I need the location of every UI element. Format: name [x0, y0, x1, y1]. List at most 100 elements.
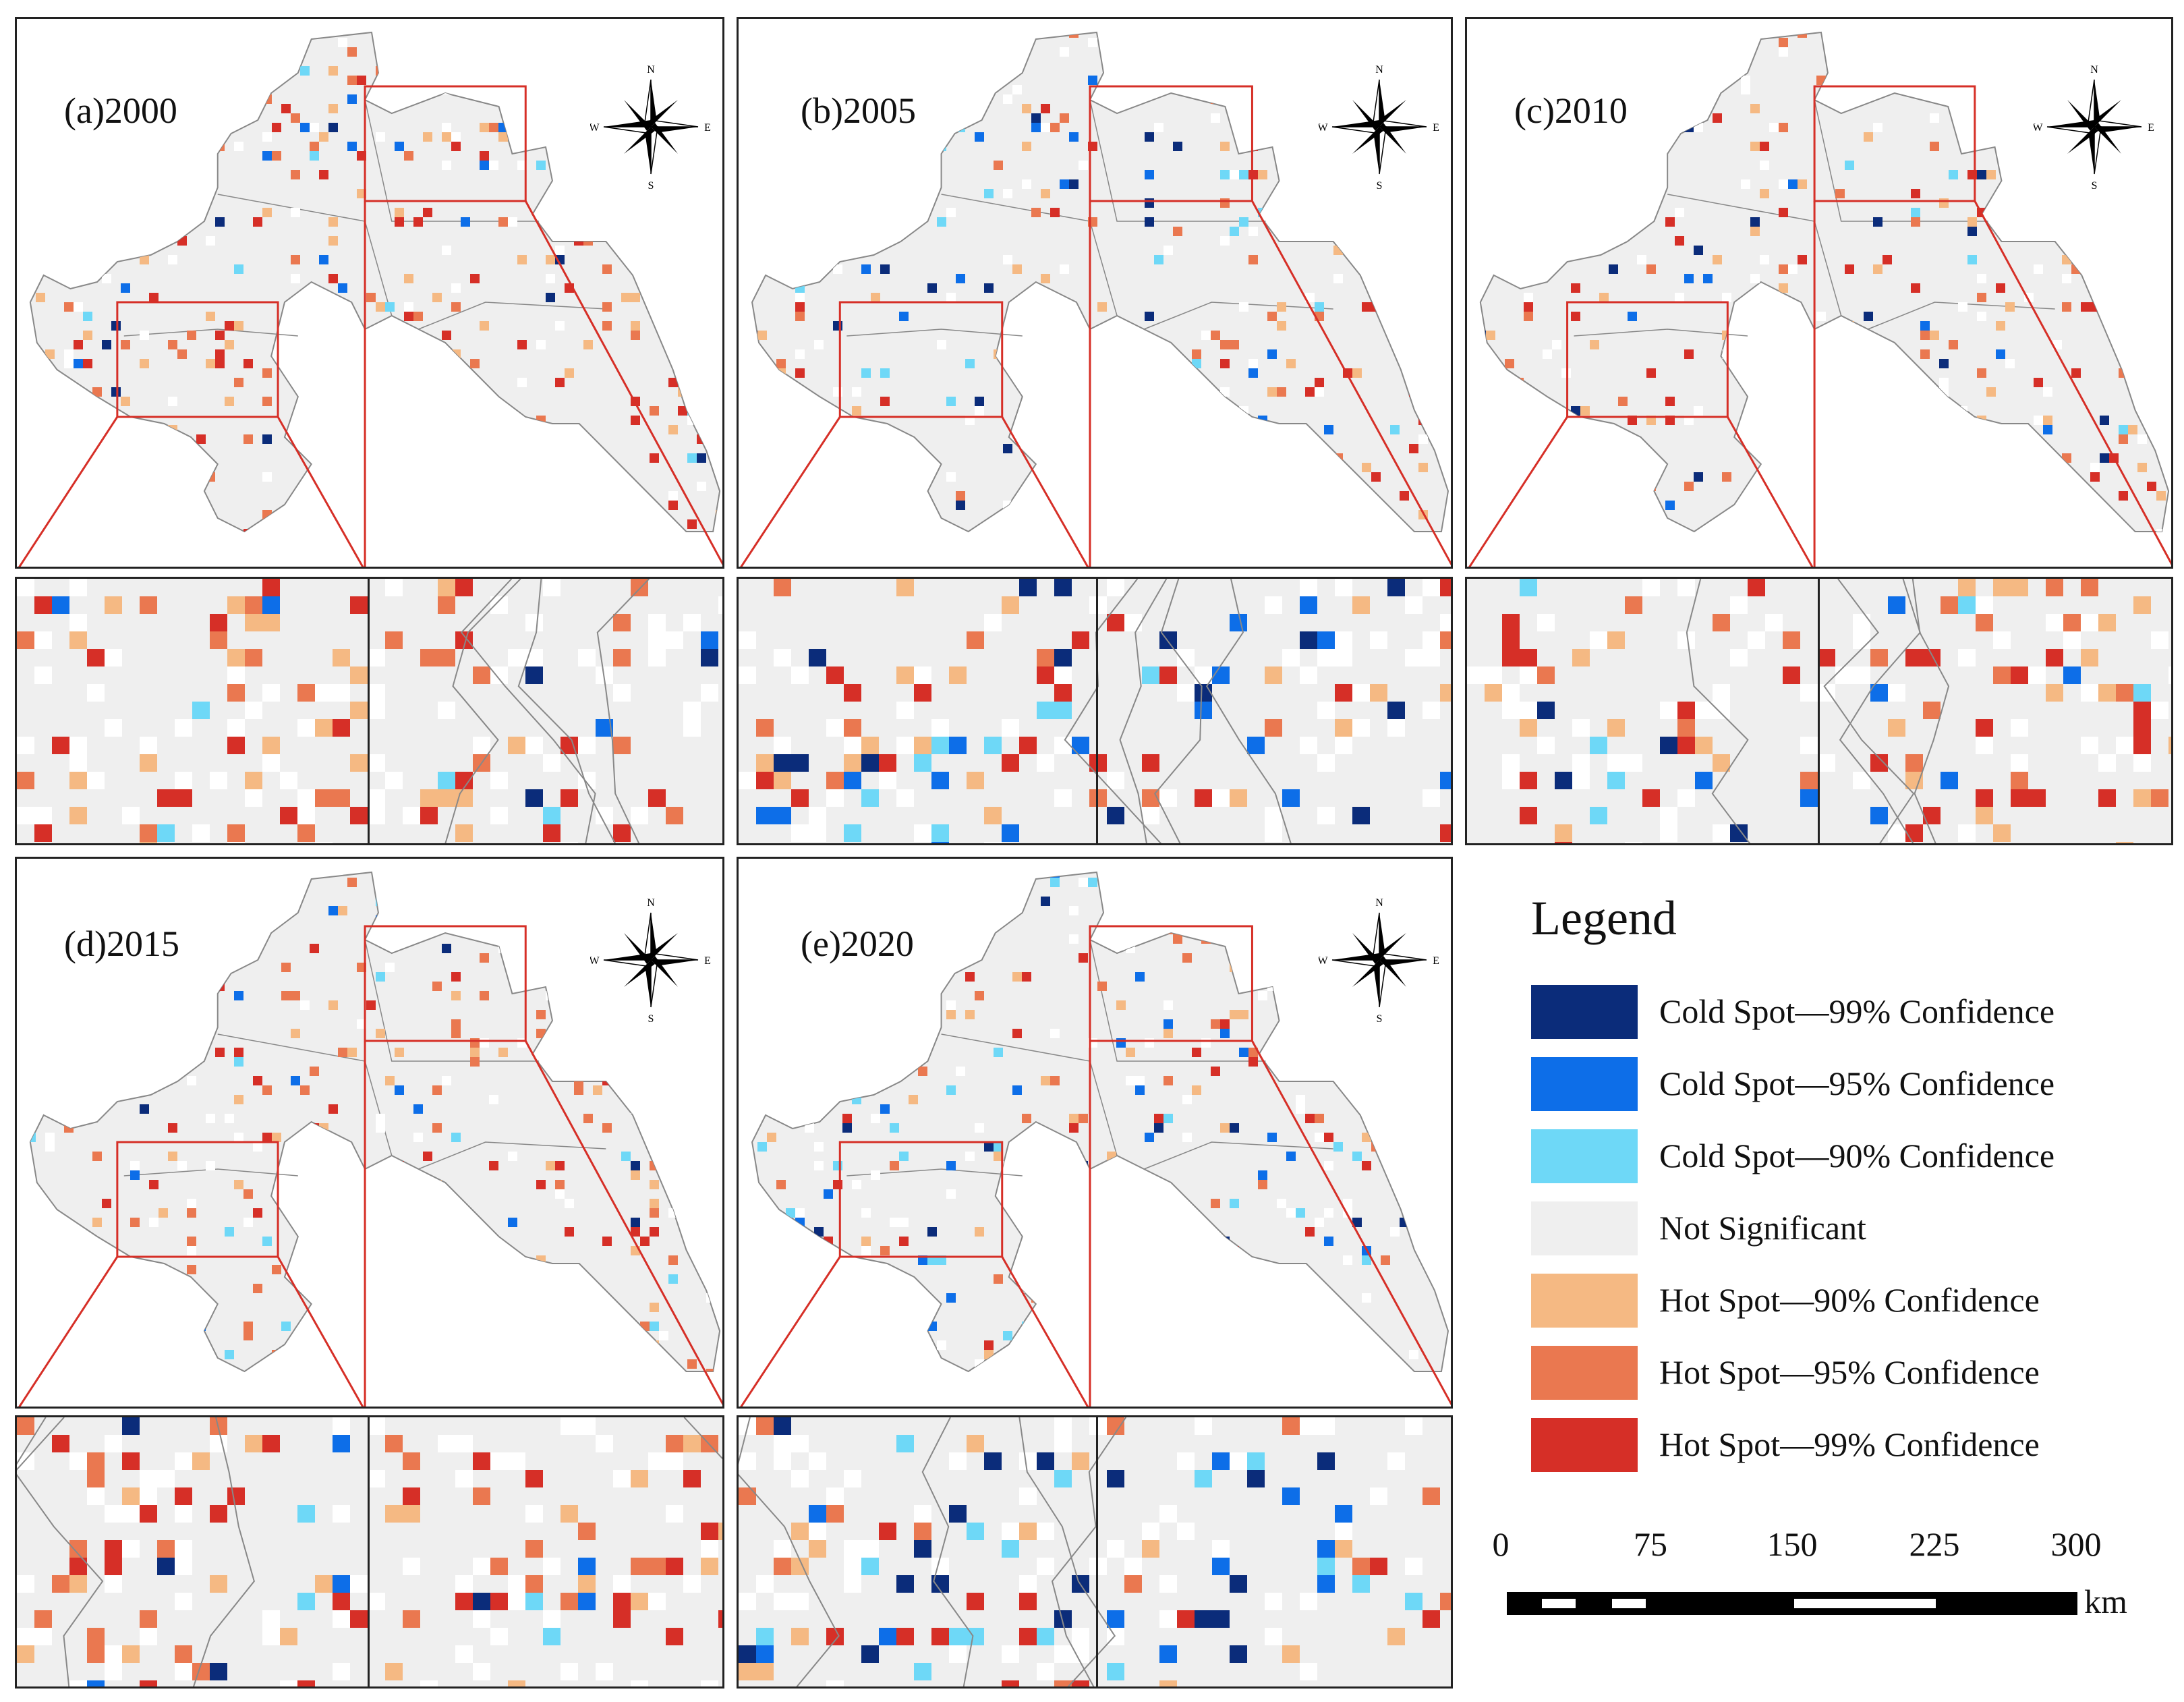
grid-cell	[1826, 32, 1835, 38]
grid-cell	[706, 1293, 716, 1303]
grid-cell	[140, 1505, 157, 1523]
grid-cell	[697, 1076, 706, 1085]
grid-cell	[842, 1123, 852, 1133]
grid-cell	[1019, 1523, 1037, 1540]
grid-cell	[1173, 1284, 1182, 1293]
grid-cell	[243, 1218, 253, 1227]
grid-cell	[347, 425, 357, 434]
grid-cell	[442, 1076, 451, 1085]
grid-cell	[473, 666, 490, 684]
grid-cell	[2034, 463, 2043, 472]
grid-cell	[701, 631, 718, 649]
grid-cell	[423, 76, 432, 85]
grid-cell	[1440, 772, 1451, 789]
grid-cell	[1371, 227, 1381, 236]
grid-cell	[1211, 510, 1220, 519]
grid-cell	[1352, 1218, 1362, 1227]
grid-cell	[1467, 666, 1485, 684]
grid-cell	[613, 1593, 631, 1610]
grid-cell	[1996, 19, 2005, 28]
grid-cell	[1333, 1067, 1343, 1076]
compass-w: W	[590, 122, 600, 134]
grid-cell	[833, 321, 842, 331]
grid-cell	[861, 557, 871, 567]
grid-cell	[280, 772, 297, 789]
grid-cell	[1580, 227, 1590, 236]
grid-cell	[555, 472, 565, 482]
grid-cell	[1079, 1246, 1088, 1255]
grid-cell	[650, 1180, 659, 1189]
grid-cell	[546, 482, 555, 491]
district-boundary	[17, 1417, 47, 1465]
grid-cell	[774, 772, 791, 789]
grid-cell	[1135, 1085, 1145, 1095]
grid-cell	[927, 982, 937, 991]
grid-cell	[385, 1505, 403, 1523]
grid-cell	[385, 19, 395, 28]
grid-cell	[1993, 666, 2011, 684]
grid-cell	[442, 132, 451, 142]
grid-cell	[45, 1274, 55, 1284]
grid-cell	[227, 596, 245, 614]
grid-cell	[159, 859, 168, 868]
grid-cell	[1079, 349, 1088, 359]
grid-cell	[899, 1152, 909, 1161]
grid-cell	[111, 208, 121, 217]
inset-divider	[1096, 579, 1098, 843]
grid-cell	[650, 1388, 659, 1397]
grid-cell	[1305, 872, 1315, 878]
grid-cell	[525, 1470, 543, 1487]
grid-cell	[315, 1575, 333, 1593]
grid-cell	[333, 719, 350, 737]
grid-cell	[187, 94, 196, 104]
grid-cell	[291, 208, 300, 217]
grid-cell	[121, 283, 130, 293]
map-2010	[1468, 19, 2171, 567]
grid-cell	[1239, 887, 1248, 897]
grid-cell	[1248, 368, 1258, 378]
legend-swatch	[1531, 1346, 1638, 1400]
grid-cell	[826, 772, 844, 789]
grid-cell	[404, 887, 413, 897]
grid-cell	[739, 1487, 756, 1505]
grid-cell	[842, 1265, 852, 1274]
compass-point	[651, 913, 658, 960]
grid-cell	[30, 501, 36, 510]
grid-cell	[357, 189, 366, 198]
inset-2000	[17, 579, 722, 843]
grid-cell	[319, 463, 328, 472]
grid-cell	[2151, 631, 2168, 649]
grid-cell	[896, 702, 914, 719]
grid-cell	[1920, 19, 1930, 28]
grid-cell	[1041, 1076, 1050, 1085]
map-2000	[18, 19, 722, 567]
grid-cell	[1012, 1085, 1022, 1095]
compass-point	[1379, 956, 1406, 987]
grid-cell	[404, 406, 413, 416]
grid-cell	[403, 1452, 420, 1470]
grid-cell	[234, 1378, 243, 1388]
grid-cell	[376, 915, 385, 925]
grid-cell	[1201, 331, 1211, 340]
grid-cell	[1258, 991, 1267, 1000]
grid-cell	[852, 434, 861, 444]
grid-cell	[328, 123, 338, 132]
grid-cell	[1145, 132, 1154, 142]
grid-cell	[1163, 878, 1173, 887]
grid-cell	[927, 1029, 937, 1038]
grid-cell	[596, 1435, 613, 1452]
grid-cell	[432, 538, 442, 548]
grid-cell	[1779, 47, 1788, 57]
grid-cell	[52, 737, 69, 754]
grid-cell	[1607, 772, 1625, 789]
grid-cell	[451, 1293, 461, 1303]
grid-cell	[1684, 349, 1694, 359]
grid-cell	[338, 1142, 347, 1152]
grid-cell	[631, 1170, 640, 1180]
grid-cell	[1533, 406, 1543, 416]
grid-cell	[1533, 246, 1543, 255]
grid-cell	[69, 807, 87, 824]
grid-cell	[1524, 142, 1533, 151]
grid-cell	[451, 1199, 461, 1208]
grid-cell	[140, 737, 157, 754]
